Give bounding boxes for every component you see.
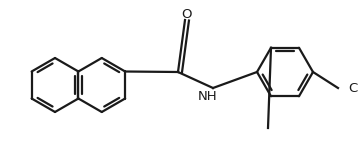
Text: Cl: Cl — [348, 81, 358, 95]
Text: O: O — [182, 7, 192, 20]
Text: NH: NH — [198, 90, 218, 102]
